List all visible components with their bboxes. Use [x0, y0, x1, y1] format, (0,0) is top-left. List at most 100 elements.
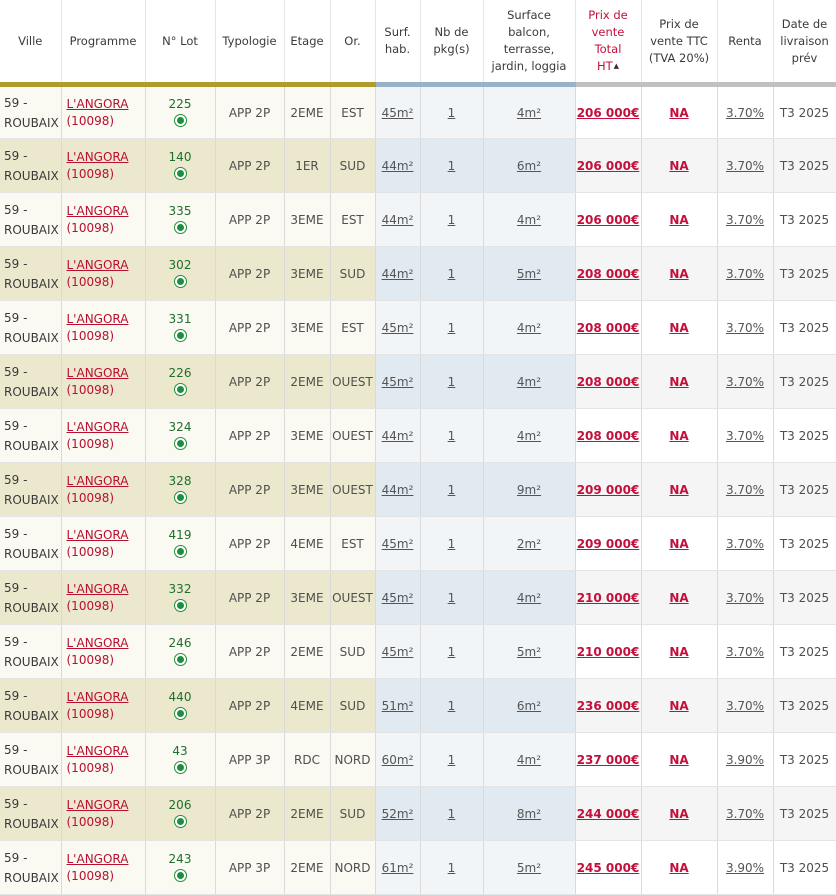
- programme-link[interactable]: L'ANGORA: [66, 635, 129, 650]
- parking-link[interactable]: 1: [447, 644, 456, 659]
- surface-ext-link[interactable]: 8m²: [516, 806, 542, 821]
- programme-link[interactable]: L'ANGORA: [66, 797, 129, 812]
- renta-link[interactable]: 3.70%: [725, 105, 765, 120]
- parking-link[interactable]: 1: [447, 590, 456, 605]
- renta-link[interactable]: 3.70%: [725, 806, 765, 821]
- parking-link[interactable]: 1: [447, 536, 456, 551]
- programme-link[interactable]: L'ANGORA: [66, 527, 129, 542]
- programme-link[interactable]: L'ANGORA: [66, 311, 129, 326]
- col-typologie[interactable]: Typologie: [215, 0, 285, 87]
- prix-ht-link[interactable]: 209 000€: [576, 482, 640, 497]
- surface-link[interactable]: 60m²: [381, 752, 414, 767]
- programme-link[interactable]: L'ANGORA: [66, 257, 129, 272]
- surface-link[interactable]: 44m²: [381, 482, 414, 497]
- programme-link[interactable]: L'ANGORA: [66, 96, 129, 111]
- surface-link[interactable]: 44m²: [381, 212, 414, 227]
- prix-ht-link[interactable]: 236 000€: [576, 698, 640, 713]
- prix-ttc-link[interactable]: NA: [669, 428, 689, 443]
- table-row[interactable]: 59 - ROUBAIX L'ANGORA (10098) 206 APP 2P…: [0, 786, 836, 841]
- programme-link[interactable]: L'ANGORA: [66, 743, 129, 758]
- table-row[interactable]: 59 - ROUBAIX L'ANGORA (10098) 440 APP 2P…: [0, 678, 836, 733]
- renta-link[interactable]: 3.90%: [725, 860, 765, 875]
- col-programme[interactable]: Programme: [61, 0, 146, 87]
- prix-ht-link[interactable]: 210 000€: [576, 644, 640, 659]
- col-prix-ht[interactable]: Prix de vente Total HT▲: [575, 0, 642, 87]
- surface-link[interactable]: 44m²: [381, 158, 414, 173]
- table-row[interactable]: 59 - ROUBAIX L'ANGORA (10098) 328 APP 2P…: [0, 462, 836, 517]
- table-row[interactable]: 59 - ROUBAIX L'ANGORA (10098) 140 APP 2P…: [0, 138, 836, 193]
- surface-ext-link[interactable]: 4m²: [516, 428, 542, 443]
- col-lot[interactable]: N° Lot: [145, 0, 216, 87]
- surface-ext-link[interactable]: 4m²: [516, 752, 542, 767]
- prix-ttc-link[interactable]: NA: [669, 806, 689, 821]
- parking-link[interactable]: 1: [447, 806, 456, 821]
- parking-link[interactable]: 1: [447, 266, 456, 281]
- col-ville[interactable]: Ville: [0, 0, 62, 87]
- renta-link[interactable]: 3.70%: [725, 158, 765, 173]
- renta-link[interactable]: 3.70%: [725, 698, 765, 713]
- prix-ht-link[interactable]: 208 000€: [576, 320, 640, 335]
- prix-ttc-link[interactable]: NA: [669, 482, 689, 497]
- prix-ht-link[interactable]: 237 000€: [576, 752, 640, 767]
- surface-ext-link[interactable]: 4m²: [516, 105, 542, 120]
- parking-link[interactable]: 1: [447, 374, 456, 389]
- surface-ext-link[interactable]: 5m²: [516, 644, 542, 659]
- col-prix-ttc[interactable]: Prix de vente TTC (TVA 20%): [641, 0, 718, 87]
- table-row[interactable]: 59 - ROUBAIX L'ANGORA (10098) 302 APP 2P…: [0, 246, 836, 301]
- prix-ht-link[interactable]: 206 000€: [576, 105, 640, 120]
- prix-ht-link[interactable]: 245 000€: [576, 860, 640, 875]
- col-surface-exterieure[interactable]: Surface balcon, terrasse, jardin, loggia: [483, 0, 576, 87]
- renta-link[interactable]: 3.70%: [725, 428, 765, 443]
- surface-ext-link[interactable]: 2m²: [516, 536, 542, 551]
- programme-link[interactable]: L'ANGORA: [66, 473, 129, 488]
- programme-link[interactable]: L'ANGORA: [66, 149, 129, 164]
- table-row[interactable]: 59 - ROUBAIX L'ANGORA (10098) 332 APP 2P…: [0, 570, 836, 625]
- prix-ht-link[interactable]: 208 000€: [576, 266, 640, 281]
- surface-ext-link[interactable]: 4m²: [516, 212, 542, 227]
- parking-link[interactable]: 1: [447, 860, 456, 875]
- surface-link[interactable]: 45m²: [381, 105, 414, 120]
- col-livraison[interactable]: Date de livraison prév: [773, 0, 836, 87]
- surface-ext-link[interactable]: 4m²: [516, 590, 542, 605]
- col-surface-habitable[interactable]: Surf. hab.: [375, 0, 421, 87]
- programme-link[interactable]: L'ANGORA: [66, 365, 129, 380]
- col-parking[interactable]: Nb de pkg(s): [420, 0, 484, 87]
- parking-link[interactable]: 1: [447, 482, 456, 497]
- surface-ext-link[interactable]: 5m²: [516, 266, 542, 281]
- prix-ttc-link[interactable]: NA: [669, 320, 689, 335]
- surface-link[interactable]: 51m²: [381, 698, 414, 713]
- renta-link[interactable]: 3.70%: [725, 374, 765, 389]
- surface-link[interactable]: 45m²: [381, 590, 414, 605]
- prix-ttc-link[interactable]: NA: [669, 752, 689, 767]
- renta-link[interactable]: 3.70%: [725, 644, 765, 659]
- prix-ttc-link[interactable]: NA: [669, 212, 689, 227]
- prix-ttc-link[interactable]: NA: [669, 158, 689, 173]
- surface-link[interactable]: 44m²: [381, 428, 414, 443]
- parking-link[interactable]: 1: [447, 212, 456, 227]
- prix-ttc-link[interactable]: NA: [669, 374, 689, 389]
- parking-link[interactable]: 1: [447, 428, 456, 443]
- surface-link[interactable]: 45m²: [381, 644, 414, 659]
- surface-link[interactable]: 45m²: [381, 536, 414, 551]
- parking-link[interactable]: 1: [447, 320, 456, 335]
- prix-ht-link[interactable]: 244 000€: [576, 806, 640, 821]
- prix-ttc-link[interactable]: NA: [669, 860, 689, 875]
- surface-ext-link[interactable]: 6m²: [516, 158, 542, 173]
- prix-ht-link[interactable]: 206 000€: [576, 212, 640, 227]
- renta-link[interactable]: 3.70%: [725, 482, 765, 497]
- prix-ttc-link[interactable]: NA: [669, 266, 689, 281]
- surface-ext-link[interactable]: 6m²: [516, 698, 542, 713]
- prix-ht-link[interactable]: 208 000€: [576, 428, 640, 443]
- surface-ext-link[interactable]: 5m²: [516, 860, 542, 875]
- prix-ttc-link[interactable]: NA: [669, 590, 689, 605]
- col-orientation[interactable]: Or.: [330, 0, 376, 87]
- prix-ttc-link[interactable]: NA: [669, 644, 689, 659]
- table-row[interactable]: 59 - ROUBAIX L'ANGORA (10098) 43 APP 3P …: [0, 732, 836, 787]
- prix-ttc-link[interactable]: NA: [669, 105, 689, 120]
- table-row[interactable]: 59 - ROUBAIX L'ANGORA (10098) 324 APP 2P…: [0, 408, 836, 463]
- renta-link[interactable]: 3.90%: [725, 752, 765, 767]
- programme-link[interactable]: L'ANGORA: [66, 581, 129, 596]
- table-row[interactable]: 59 - ROUBAIX L'ANGORA (10098) 246 APP 2P…: [0, 624, 836, 679]
- surface-link[interactable]: 61m²: [381, 860, 414, 875]
- renta-link[interactable]: 3.70%: [725, 212, 765, 227]
